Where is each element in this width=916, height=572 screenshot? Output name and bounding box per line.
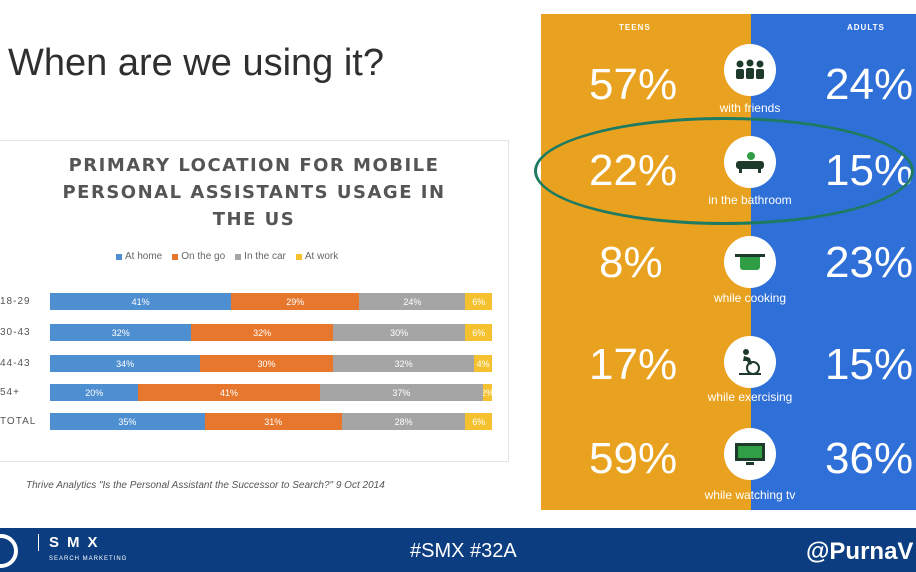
teens-pct: 57% (589, 60, 678, 109)
teens-adults-comparison: TEENS ADULTS 57% with friends 24% 22% in… (541, 14, 916, 510)
bar-segment: 32% (50, 324, 192, 341)
bar-segment: 2% (483, 384, 492, 401)
chart-legend: At home On the go In the car At work (116, 251, 338, 262)
bar-segment: 31% (204, 413, 342, 430)
teens-column (541, 14, 751, 510)
bar-segment: 30% (332, 324, 466, 341)
bar-segment: 37% (319, 384, 484, 401)
adults-pct: 15% (825, 340, 914, 389)
chart-title: PRIMARY LOCATION FOR MOBILE PERSONAL ASS… (0, 152, 508, 233)
activity-label: while exercising (707, 390, 793, 404)
bar-segment: 30% (200, 355, 333, 372)
bar-row: 34% 30% 32% 4% (50, 355, 492, 372)
bar-segment: 28% (341, 413, 466, 430)
bar-row: 41% 29% 24% 6% (50, 293, 492, 310)
bar-category-label: 18-29 (0, 296, 31, 307)
bar-category-label: 30-43 (0, 327, 31, 338)
bar-segment: 32% (191, 324, 333, 341)
pot-icon (724, 236, 776, 288)
legend-swatch (172, 253, 179, 260)
legend-item: On the go (172, 251, 225, 262)
bar-category-label: 44-43 (0, 358, 31, 369)
bar-segment: 35% (50, 413, 205, 430)
legend-item: In the car (235, 251, 286, 262)
activity-label: with friends (719, 101, 781, 115)
tv-icon (724, 428, 776, 480)
bar-segment: 6% (465, 293, 492, 310)
legend-swatch (295, 253, 302, 260)
teens-pct: 59% (589, 434, 678, 483)
footer-hashtags: #SMX #32A (410, 540, 517, 562)
bar-row: 20%41%37%2% (50, 384, 492, 401)
source-citation: Thrive Analytics "Is the Personal Assist… (26, 480, 385, 491)
bar-segment: 4% (474, 355, 492, 372)
adults-column (751, 14, 916, 510)
people-icon (724, 44, 776, 96)
bar-segment: 6% (465, 413, 492, 430)
exercise-bike-icon (724, 336, 776, 388)
bar-segment: 29% (231, 293, 360, 310)
bar-segment: 20% (50, 384, 139, 401)
legend-label: In the car (244, 251, 286, 262)
teens-pct: 8% (599, 238, 663, 287)
footer-brand: SMX (38, 534, 106, 551)
legend-swatch (235, 253, 242, 260)
bar-row: 35% 31% 28% 6% (50, 413, 492, 430)
adults-header: ADULTS (847, 23, 885, 32)
legend-item: At home (116, 251, 162, 262)
bar-segment: 34% (50, 355, 201, 372)
highlight-ellipse (534, 117, 914, 225)
bar-category-label: TOTAL (0, 416, 37, 427)
legend-label: On the go (181, 251, 226, 262)
teens-pct: 17% (589, 340, 678, 389)
legend-swatch (116, 253, 122, 260)
slide-title: When are we using it? (8, 42, 384, 84)
adults-pct: 24% (825, 60, 914, 109)
legend-label: At home (125, 251, 163, 262)
bar-segment: 41% (50, 293, 232, 310)
bar-row: 32% 32% 30% 6% (50, 324, 492, 341)
chart-title-text: PRIMARY LOCATION FOR MOBILE PERSONAL ASS… (62, 155, 446, 230)
bar-segment: 24% (359, 293, 466, 310)
activity-label: while watching tv (704, 488, 796, 502)
smx-logo-icon (0, 534, 18, 568)
footer-bar: SMX SEARCH MARKETING #SMX #32A @PurnaV (0, 528, 916, 572)
teens-header: TEENS (619, 23, 651, 32)
adults-pct: 36% (825, 434, 914, 483)
bar-category-label: 54+ (0, 387, 20, 398)
activity-label: while cooking (713, 291, 787, 305)
legend-label: At work (304, 251, 339, 262)
bar-segment: 6% (465, 324, 492, 341)
adults-pct: 23% (825, 238, 914, 287)
legend-item: At work (295, 251, 339, 262)
bar-segment: 32% (332, 355, 475, 372)
footer-brand-sub: SEARCH MARKETING (49, 556, 128, 562)
bar-segment: 41% (138, 384, 320, 401)
footer-handle: @PurnaV (806, 538, 914, 565)
